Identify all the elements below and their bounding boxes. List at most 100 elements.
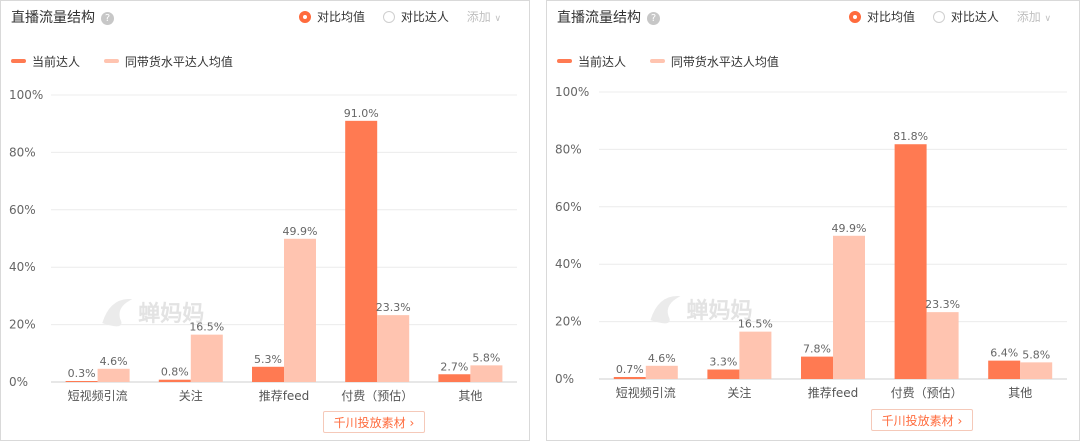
legend-item-current[interactable]: 当前达人	[557, 55, 626, 69]
bar-current[interactable]	[613, 376, 646, 379]
chart-legend: 当前达人 同带货水平达人均值	[11, 53, 253, 70]
bar-value-label: 0.8%	[161, 366, 189, 379]
traffic-structure-panel-right: 直播流量结构? 对比均值 对比达人 添加 ∨ 当前达人 同带货水平达人均值 0%…	[546, 0, 1080, 441]
panel-title-text: 直播流量结构	[557, 10, 641, 26]
y-tick-label: 60%	[555, 200, 582, 214]
bar-current[interactable]	[988, 360, 1021, 379]
legend-label: 当前达人	[578, 55, 627, 69]
bar-value-label: 2.7%	[440, 360, 468, 373]
legend-swatch	[103, 59, 119, 63]
bar-value-label: 49.9%	[283, 225, 318, 238]
bar-value-label: 0.3%	[68, 367, 96, 380]
x-category-label: 付费（预估）	[891, 386, 963, 400]
legend-label: 同带货水平达人均值	[670, 55, 779, 69]
x-category-label: 关注	[727, 385, 751, 400]
bar-average[interactable]	[645, 365, 678, 379]
bar-value-label: 23.3%	[925, 298, 960, 311]
bar-value-label: 7.8%	[803, 343, 831, 356]
add-label: 添加	[466, 10, 491, 24]
bar-average[interactable]	[284, 238, 316, 382]
traffic-bar-chart: 0% 20% 40% 60% 80% 100% 蝉妈妈 0.7% 4.6% 短视频引流 3.3% 16…	[555, 85, 1067, 400]
y-tick-label: 20%	[9, 318, 36, 332]
bar-average[interactable]	[926, 312, 959, 379]
y-tick-label: 80%	[555, 142, 582, 156]
bar-value-label: 81.8%	[893, 130, 928, 143]
chevron-right-icon: ›	[957, 414, 963, 428]
compare-average-radio[interactable]: 对比均值	[849, 10, 915, 24]
bar-average[interactable]	[190, 334, 223, 382]
bar-value-label: 5.3%	[254, 353, 282, 366]
compare-average-label: 对比均值	[317, 10, 366, 24]
bar-value-label: 0.7%	[616, 363, 644, 376]
bar-average[interactable]	[470, 365, 503, 382]
legend-item-current[interactable]: 当前达人	[11, 55, 80, 69]
watermark-text: 蝉妈妈	[686, 298, 752, 324]
chevron-down-icon: ∨	[1044, 14, 1052, 24]
help-icon[interactable]: ?	[101, 12, 114, 25]
bar-value-label: 3.3%	[709, 356, 737, 369]
bar-current[interactable]	[707, 369, 740, 379]
bar-value-label: 6.4%	[990, 347, 1018, 360]
bar-current[interactable]	[894, 144, 927, 379]
x-category-label: 短视频引流	[616, 385, 676, 400]
add-talent-dropdown[interactable]: 添加 ∨	[467, 10, 501, 24]
bar-average[interactable]	[377, 315, 410, 382]
watermark-logo-icon	[102, 298, 133, 327]
compare-talent-label: 对比达人	[400, 10, 449, 24]
chart-legend: 当前达人 同带货水平达人均值	[557, 53, 799, 70]
bar-average[interactable]	[97, 368, 130, 382]
legend-item-average[interactable]: 同带货水平达人均值	[103, 55, 233, 69]
bar-value-label: 16.5%	[738, 318, 773, 331]
radio-selected-icon	[849, 11, 861, 23]
radio-unselected-icon	[382, 11, 395, 23]
legend-item-average[interactable]: 同带货水平达人均值	[649, 55, 779, 69]
x-category-label: 其他	[458, 389, 482, 403]
bar-current[interactable]	[65, 381, 98, 382]
qianchuan-material-button[interactable]: 千川投放素材 ›	[871, 409, 973, 431]
compare-average-label: 对比均值	[867, 10, 916, 24]
bar-current[interactable]	[801, 356, 833, 379]
bar-value-label: 4.6%	[648, 352, 676, 365]
x-category-label: 其他	[1008, 386, 1032, 400]
radio-selected-icon	[299, 11, 311, 23]
legend-swatch	[649, 59, 665, 63]
panel-title: 直播流量结构?	[557, 7, 660, 27]
y-tick-label: 100%	[555, 85, 589, 99]
bar-average[interactable]	[739, 331, 772, 379]
legend-label: 当前达人	[32, 55, 81, 69]
bar-average[interactable]	[833, 235, 865, 379]
qianchuan-material-button[interactable]: 千川投放素材 ›	[323, 411, 425, 433]
y-tick-label: 0%	[555, 372, 574, 386]
watermark-text: 蝉妈妈	[138, 301, 204, 327]
radio-unselected-icon	[932, 11, 945, 23]
chevron-right-icon: ›	[409, 416, 415, 430]
compare-talent-radio[interactable]: 对比达人	[932, 10, 999, 24]
bar-current[interactable]	[252, 366, 284, 382]
add-label: 添加	[1016, 10, 1041, 24]
qianchuan-material-label: 千川投放素材	[333, 416, 406, 430]
bar-value-label: 91.0%	[344, 107, 379, 120]
x-category-label: 付费（预估）	[341, 389, 413, 403]
bar-current[interactable]	[438, 374, 471, 382]
legend-label: 同带货水平达人均值	[124, 55, 233, 69]
chevron-down-icon: ∨	[494, 14, 502, 24]
compare-talent-label: 对比达人	[950, 10, 999, 24]
bar-average[interactable]	[1020, 362, 1053, 379]
bar-current[interactable]	[345, 120, 378, 382]
legend-swatch	[557, 59, 572, 63]
y-tick-label: 40%	[555, 257, 582, 271]
add-talent-dropdown[interactable]: 添加 ∨	[1017, 10, 1051, 24]
y-tick-label: 100%	[9, 88, 43, 102]
bar-value-label: 5.8%	[1022, 348, 1050, 361]
y-tick-label: 60%	[9, 203, 36, 217]
compare-average-radio[interactable]: 对比均值	[299, 10, 365, 24]
x-category-label: 推荐feed	[808, 386, 859, 400]
bar-current[interactable]	[158, 379, 191, 382]
help-icon[interactable]: ?	[647, 12, 660, 25]
panel-title-text: 直播流量结构	[11, 10, 95, 26]
qianchuan-material-label: 千川投放素材	[881, 414, 954, 428]
compare-talent-radio[interactable]: 对比达人	[382, 10, 449, 24]
watermark-logo-icon	[650, 295, 681, 324]
y-tick-label: 20%	[555, 315, 582, 329]
x-category-label: 关注	[179, 388, 203, 403]
